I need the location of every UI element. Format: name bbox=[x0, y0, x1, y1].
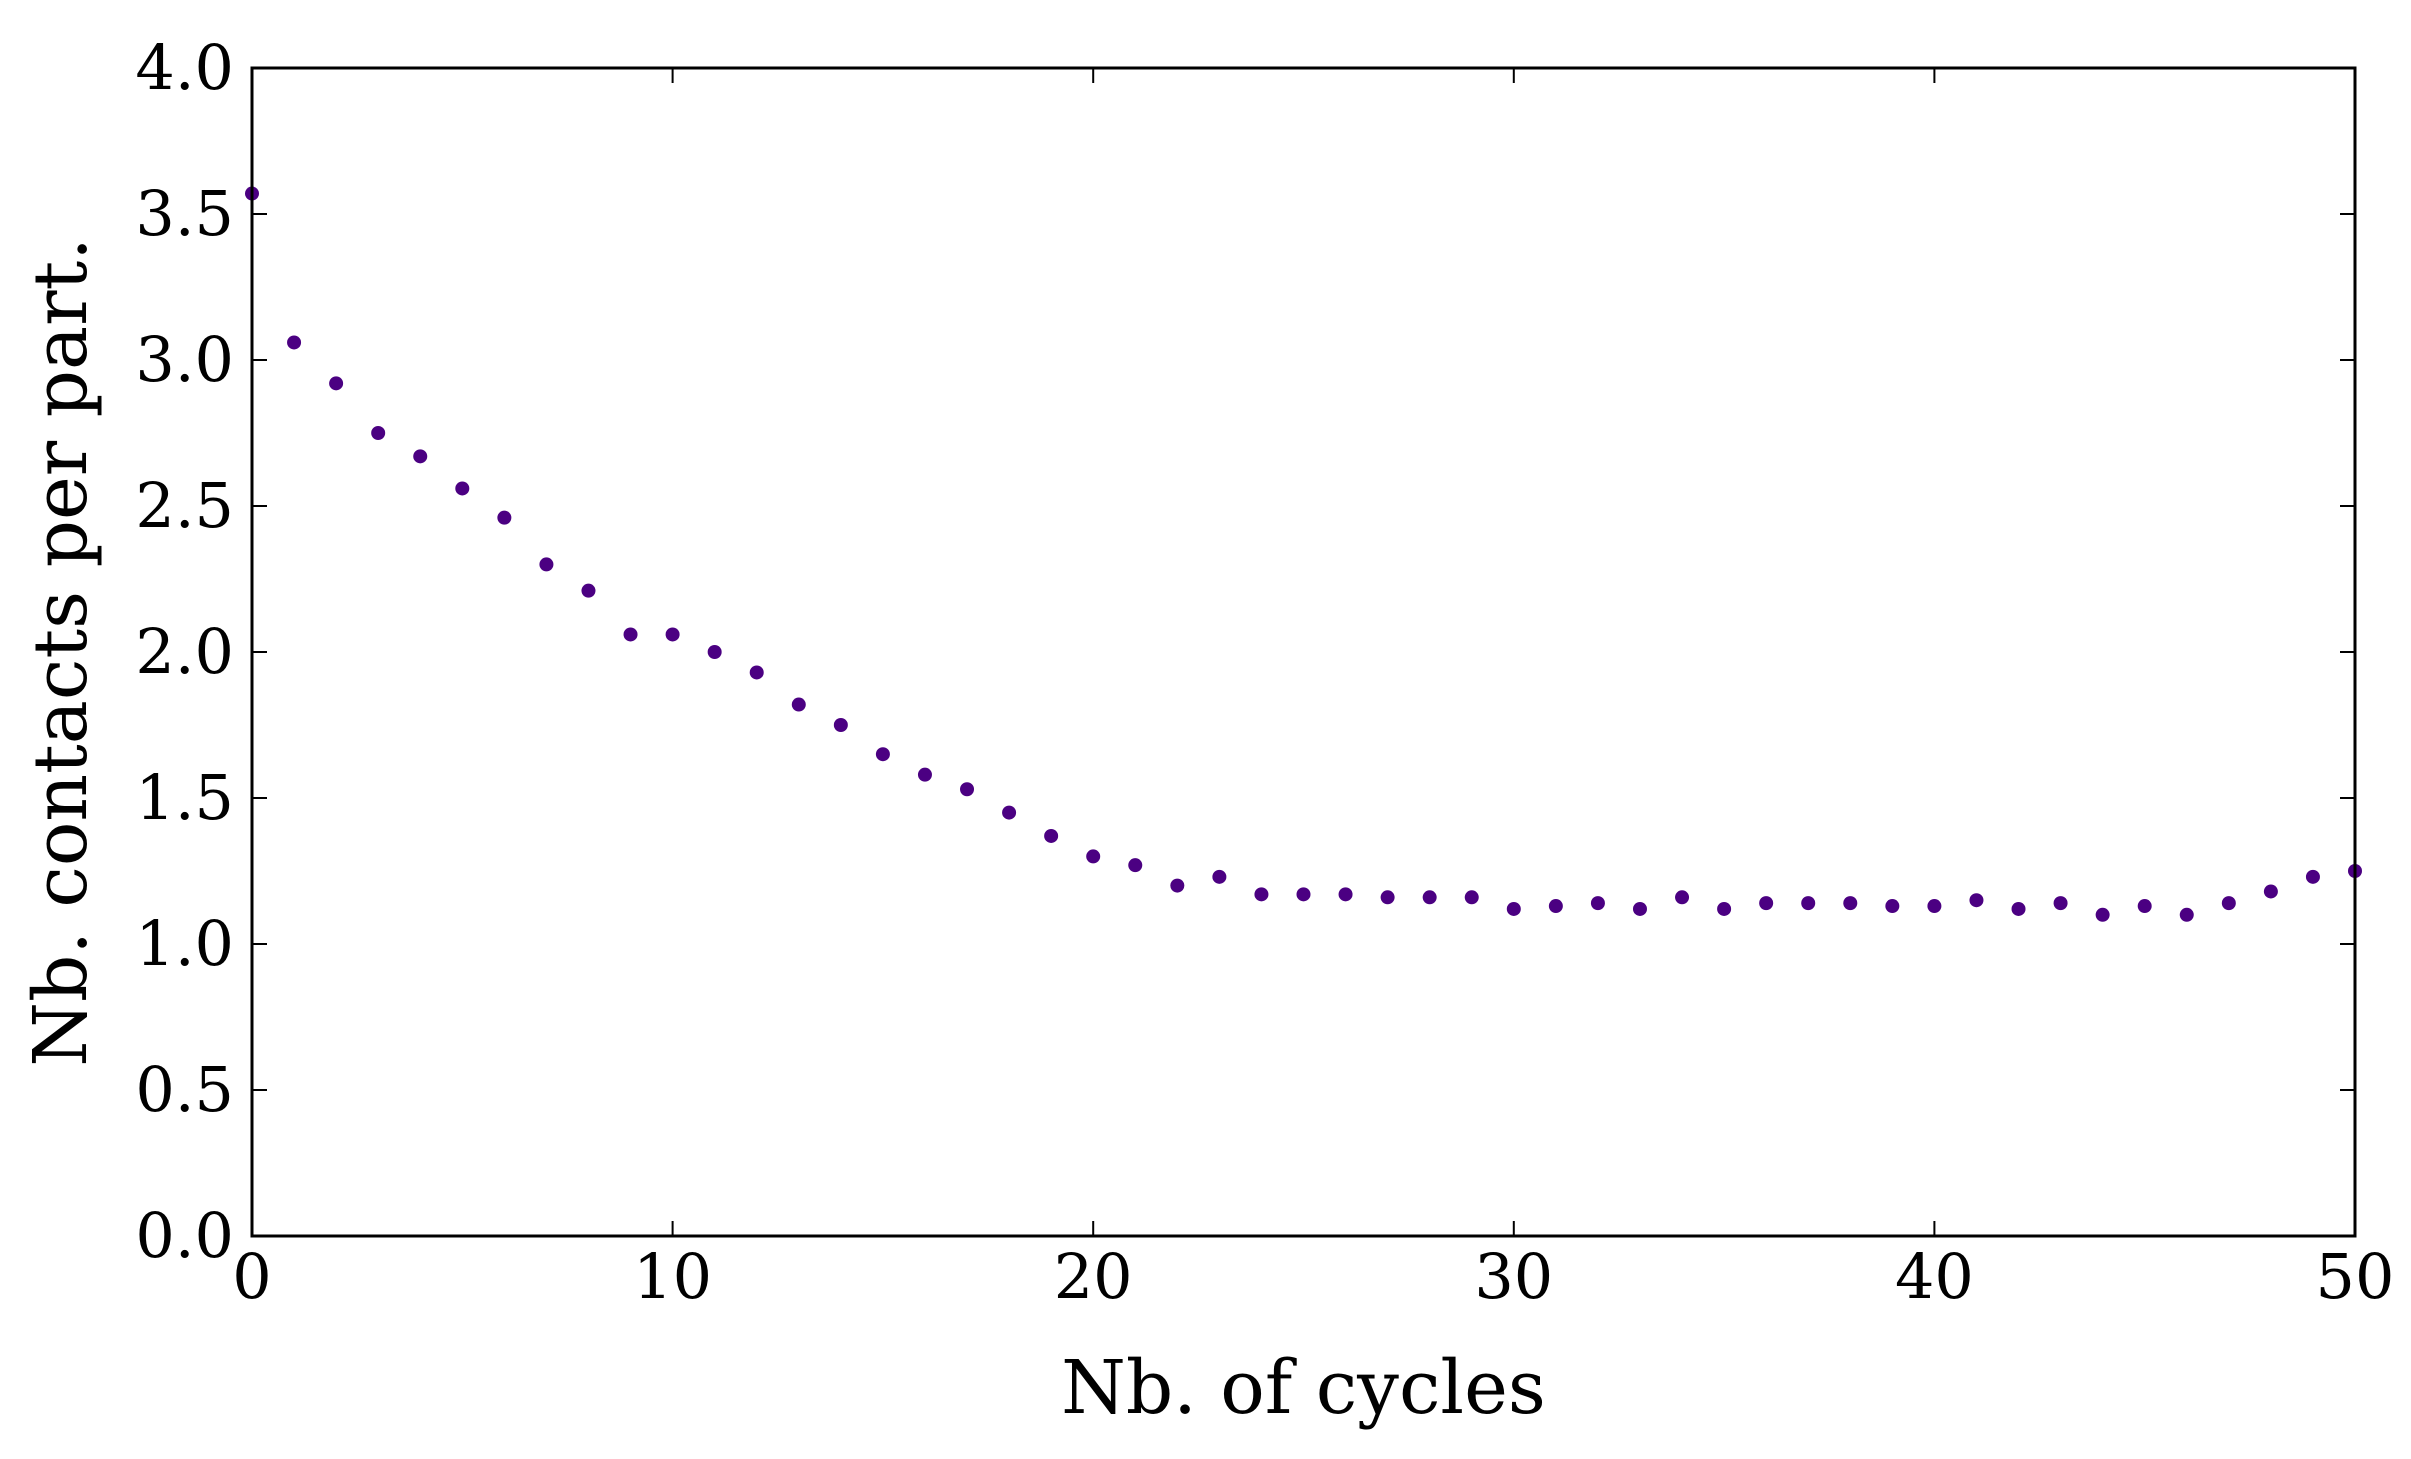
data-point bbox=[1548, 899, 1563, 914]
data-point bbox=[497, 510, 512, 525]
data-point bbox=[707, 645, 722, 659]
data-point bbox=[2305, 869, 2320, 884]
data-point bbox=[1632, 901, 1647, 916]
data-point bbox=[2095, 907, 2110, 922]
data-point bbox=[1801, 896, 1816, 911]
y-tick-label: 3.5 bbox=[135, 177, 234, 250]
data-point bbox=[623, 627, 638, 642]
data-point bbox=[1338, 887, 1353, 902]
y-axis-title: Nb. contacts per part. bbox=[18, 237, 104, 1067]
data-point bbox=[1044, 828, 1059, 843]
data-point bbox=[1590, 896, 1605, 911]
data-point bbox=[2137, 899, 2152, 914]
x-tick-label: 20 bbox=[1054, 1240, 1133, 1313]
data-point bbox=[329, 376, 344, 391]
x-tick-label: 30 bbox=[1474, 1240, 1553, 1313]
data-point bbox=[455, 481, 470, 496]
data-point bbox=[1717, 901, 1732, 916]
y-tick-label: 2.0 bbox=[135, 615, 234, 688]
data-point bbox=[287, 335, 302, 350]
data-point bbox=[791, 697, 806, 712]
tick-labels-layer: 0 10 20 30 40 50 0.0 0.5 1.0 1.5 2.0 2.5 3.0 3.5 4.0 bbox=[135, 31, 2394, 1313]
data-point bbox=[1843, 896, 1858, 911]
x-tick-label: 10 bbox=[633, 1240, 712, 1313]
y-tick-label: 2.5 bbox=[135, 469, 234, 542]
y-tick-label: 0.5 bbox=[135, 1053, 234, 1126]
data-point bbox=[1380, 890, 1395, 905]
data-point bbox=[1464, 890, 1479, 905]
y-tick-label: 0.0 bbox=[135, 1199, 234, 1272]
data-point bbox=[749, 665, 764, 680]
data-point bbox=[1675, 890, 1690, 905]
data-point bbox=[1969, 893, 1984, 908]
data-point bbox=[2179, 907, 2194, 922]
y-tick-label: 1.0 bbox=[135, 907, 234, 980]
ticks-layer bbox=[251, 67, 2356, 1237]
data-point bbox=[875, 747, 890, 762]
data-point bbox=[1885, 899, 1900, 914]
data-point bbox=[371, 426, 386, 440]
x-tick-label: 50 bbox=[2316, 1240, 2395, 1313]
points-layer bbox=[245, 186, 2362, 922]
data-point bbox=[2263, 884, 2278, 899]
y-tick-label: 3.0 bbox=[135, 323, 234, 396]
data-point bbox=[1506, 901, 1521, 916]
x-tick-label: 0 bbox=[232, 1240, 271, 1313]
data-point bbox=[665, 627, 680, 642]
data-point bbox=[2221, 896, 2236, 911]
y-tick-label: 1.5 bbox=[135, 761, 234, 834]
y-tick-label: 4.0 bbox=[135, 31, 234, 104]
data-point bbox=[1296, 887, 1311, 902]
data-point bbox=[539, 557, 554, 572]
data-point bbox=[2053, 896, 2068, 911]
data-point bbox=[413, 449, 428, 464]
data-point bbox=[1759, 896, 1774, 911]
data-point bbox=[1086, 849, 1101, 864]
plot-frame bbox=[250, 66, 2357, 1238]
data-point bbox=[917, 767, 932, 782]
data-point bbox=[1254, 887, 1269, 902]
data-point bbox=[833, 718, 848, 732]
data-point bbox=[960, 782, 975, 797]
data-point bbox=[2011, 901, 2026, 916]
x-tick-label: 40 bbox=[1895, 1240, 1974, 1313]
data-point bbox=[1002, 805, 1017, 820]
data-point bbox=[1128, 858, 1143, 873]
x-axis-title: Nb. of cycles bbox=[1061, 1345, 1546, 1431]
data-point bbox=[581, 583, 596, 598]
data-point bbox=[1422, 890, 1437, 905]
data-point bbox=[1927, 899, 1942, 914]
data-point bbox=[1170, 878, 1185, 893]
data-point bbox=[1212, 869, 1227, 884]
